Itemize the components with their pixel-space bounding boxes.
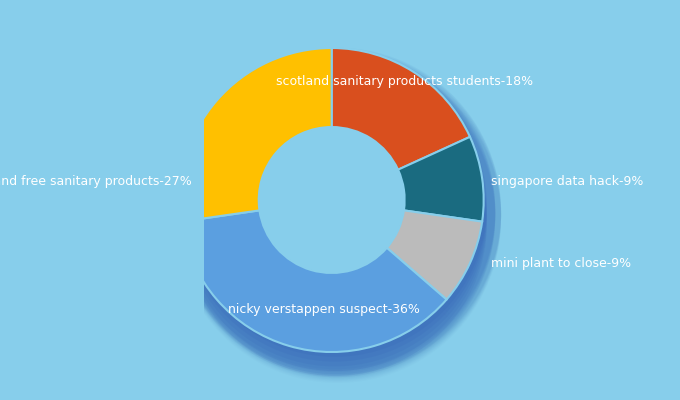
Ellipse shape (176, 58, 495, 377)
Text: scotland sanitary products students-18%: scotland sanitary products students-18% (276, 75, 533, 88)
Wedge shape (183, 72, 335, 246)
Wedge shape (335, 53, 473, 174)
Wedge shape (183, 67, 335, 241)
Wedge shape (335, 62, 473, 184)
Wedge shape (390, 220, 486, 309)
Ellipse shape (176, 56, 495, 376)
Text: mini plant to close-9%: mini plant to close-9% (491, 257, 632, 270)
Wedge shape (335, 67, 473, 189)
Wedge shape (390, 230, 486, 319)
Wedge shape (184, 220, 449, 362)
Text: singapore data hack-9%: singapore data hack-9% (491, 175, 644, 188)
Wedge shape (390, 225, 486, 314)
Wedge shape (184, 230, 449, 371)
Wedge shape (390, 215, 486, 304)
Wedge shape (401, 161, 487, 246)
Wedge shape (183, 53, 335, 226)
Ellipse shape (176, 50, 495, 369)
Wedge shape (335, 72, 473, 194)
Ellipse shape (174, 48, 501, 374)
Wedge shape (390, 234, 486, 324)
Ellipse shape (176, 52, 495, 371)
Wedge shape (184, 225, 449, 366)
Wedge shape (401, 142, 487, 226)
Wedge shape (387, 210, 482, 300)
Wedge shape (182, 210, 447, 352)
Wedge shape (401, 156, 487, 241)
Wedge shape (401, 151, 487, 236)
Ellipse shape (176, 53, 495, 372)
Wedge shape (401, 146, 487, 231)
Ellipse shape (176, 55, 495, 374)
Wedge shape (332, 48, 470, 170)
Wedge shape (335, 58, 473, 179)
Text: nicky verstappen suspect-36%: nicky verstappen suspect-36% (228, 303, 420, 316)
Wedge shape (184, 215, 449, 357)
Wedge shape (183, 58, 335, 231)
Wedge shape (180, 48, 332, 222)
Wedge shape (184, 234, 449, 376)
Text: scotland free sanitary products-27%: scotland free sanitary products-27% (0, 175, 192, 188)
Wedge shape (398, 137, 483, 222)
Wedge shape (183, 62, 335, 236)
Circle shape (258, 127, 405, 273)
